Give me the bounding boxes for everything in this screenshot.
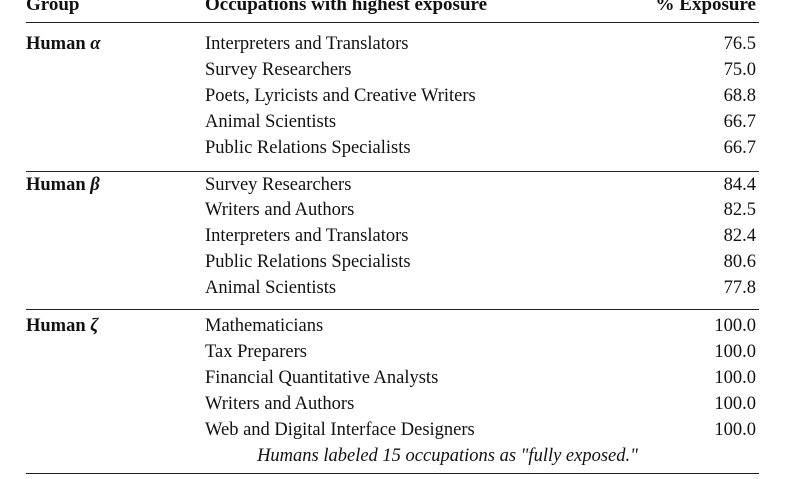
group-label-greek: α <box>90 34 101 54</box>
table-row: Public Relations Specialists 66.7 <box>0 138 785 164</box>
group-label-zeta: Human ζ <box>26 316 98 337</box>
group-label-prefix: Human <box>26 175 86 195</box>
table-row: Writers and Authors 82.5 <box>0 200 785 226</box>
group-label-alpha: Human α <box>26 34 101 55</box>
exposure-cell: 80.6 <box>723 252 756 272</box>
occupation-cell: Financial Quantitative Analysts <box>205 368 439 388</box>
table-row: Writers and Authors 100.0 <box>0 394 785 420</box>
occupation-cell: Poets, Lyricists and Creative Writers <box>205 86 476 106</box>
table-row: Survey Researchers 84.4 <box>0 175 785 201</box>
occupation-cell: Animal Scientists <box>205 278 337 298</box>
rule-group-separator <box>26 171 759 172</box>
table-note: Humans labeled 15 occupations as "fully … <box>257 446 638 466</box>
occupation-cell: Public Relations Specialists <box>205 252 411 272</box>
exposure-cell: 100.0 <box>714 420 756 440</box>
table-row: Survey Researchers 75.0 <box>0 60 785 86</box>
header-exposure: % Exposure <box>655 0 756 15</box>
occupation-cell: Writers and Authors <box>205 200 355 220</box>
table-row: Public Relations Specialists 80.6 <box>0 252 785 278</box>
table-header: Group Occupations with highest exposure … <box>0 0 785 20</box>
occupation-cell: Survey Researchers <box>205 60 352 80</box>
exposure-cell: 100.0 <box>714 316 756 336</box>
occupation-cell: Tax Preparers <box>205 342 307 362</box>
exposure-cell: 76.5 <box>723 34 756 54</box>
header-occupations: Occupations with highest exposure <box>205 0 488 15</box>
table-row: Animal Scientists 66.7 <box>0 112 785 138</box>
exposure-cell: 84.4 <box>723 175 756 195</box>
table-row: Tax Preparers 100.0 <box>0 342 785 368</box>
group-label-prefix: Human <box>26 34 86 54</box>
occupation-cell: Interpreters and Translators <box>205 34 409 54</box>
exposure-cell: 66.7 <box>723 138 756 158</box>
table-row: Web and Digital Interface Designers 100.… <box>0 420 785 446</box>
exposure-cell: 82.4 <box>723 226 756 246</box>
rule-bottom <box>26 473 759 474</box>
occupation-cell: Survey Researchers <box>205 175 352 195</box>
group-label-greek: β <box>90 175 100 195</box>
table-row: Animal Scientists 77.8 <box>0 278 785 304</box>
exposure-cell: 77.8 <box>723 278 756 298</box>
table-row: Mathematicians 100.0 <box>0 316 785 342</box>
exposure-cell: 66.7 <box>723 112 756 132</box>
occupation-cell: Writers and Authors <box>205 394 355 414</box>
occupation-cell: Web and Digital Interface Designers <box>205 420 475 440</box>
rule-header <box>26 22 759 23</box>
table-row: Poets, Lyricists and Creative Writers 68… <box>0 86 785 112</box>
occupation-cell: Interpreters and Translators <box>205 226 409 246</box>
exposure-cell: 100.0 <box>714 368 756 388</box>
table-row: Interpreters and Translators 76.5 <box>0 34 785 60</box>
group-label-greek: ζ <box>90 316 99 336</box>
table-row: Financial Quantitative Analysts 100.0 <box>0 368 785 394</box>
occupation-cell: Animal Scientists <box>205 112 337 132</box>
occupation-cell: Public Relations Specialists <box>205 138 411 158</box>
group-label-beta: Human β <box>26 175 100 196</box>
header-group: Group <box>26 0 80 15</box>
rule-group-separator <box>26 309 759 310</box>
group-label-prefix: Human <box>26 316 86 336</box>
exposure-cell: 68.8 <box>723 86 756 106</box>
exposure-cell: 100.0 <box>714 342 756 362</box>
exposure-cell: 75.0 <box>723 60 756 80</box>
table-row: Interpreters and Translators 82.4 <box>0 226 785 252</box>
occupation-cell: Mathematicians <box>205 316 324 336</box>
exposure-cell: 100.0 <box>714 394 756 414</box>
exposure-cell: 82.5 <box>723 200 756 220</box>
